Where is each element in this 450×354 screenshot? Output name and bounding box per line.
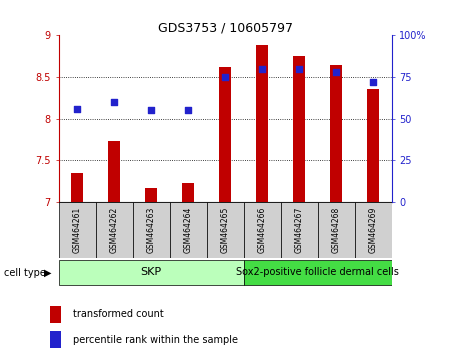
Bar <box>256 45 269 202</box>
Text: ▶: ▶ <box>44 268 52 278</box>
Text: Sox2-positive follicle dermal cells: Sox2-positive follicle dermal cells <box>236 267 399 277</box>
Text: GSM464262: GSM464262 <box>109 207 118 253</box>
Bar <box>243 202 280 258</box>
Bar <box>207 202 243 258</box>
Text: GSM464263: GSM464263 <box>147 207 156 253</box>
Bar <box>292 56 306 202</box>
Text: transformed count: transformed count <box>73 309 164 319</box>
Point <box>110 99 117 105</box>
Point <box>333 69 340 75</box>
Bar <box>243 260 392 285</box>
Text: GSM464269: GSM464269 <box>369 207 378 253</box>
Bar <box>50 331 60 348</box>
Bar <box>367 90 379 202</box>
Text: percentile rank within the sample: percentile rank within the sample <box>73 335 238 344</box>
Bar <box>95 202 132 258</box>
Text: SKP: SKP <box>140 267 162 277</box>
Bar <box>355 202 392 258</box>
Bar <box>58 202 95 258</box>
Text: GSM464264: GSM464264 <box>184 207 193 253</box>
Point <box>148 108 155 113</box>
Bar <box>329 64 342 202</box>
Title: GDS3753 / 10605797: GDS3753 / 10605797 <box>158 21 292 34</box>
Text: cell type: cell type <box>4 268 46 278</box>
Text: GSM464266: GSM464266 <box>257 207 266 253</box>
Point <box>221 74 229 80</box>
Bar <box>58 260 243 285</box>
Point <box>295 66 302 72</box>
Bar <box>219 67 231 202</box>
Text: GSM464267: GSM464267 <box>294 207 303 253</box>
Bar <box>132 202 170 258</box>
Text: GSM464268: GSM464268 <box>332 207 341 253</box>
Bar <box>280 202 318 258</box>
Point <box>369 79 377 85</box>
Text: GSM464261: GSM464261 <box>72 207 81 253</box>
Point <box>258 66 265 72</box>
Bar <box>170 202 207 258</box>
Bar <box>108 141 121 202</box>
Bar <box>71 173 84 202</box>
Point <box>73 106 81 112</box>
Bar <box>318 202 355 258</box>
Bar <box>181 183 194 202</box>
Bar <box>50 306 60 323</box>
Text: GSM464265: GSM464265 <box>220 207 230 253</box>
Point <box>184 108 192 113</box>
Bar <box>144 188 158 202</box>
